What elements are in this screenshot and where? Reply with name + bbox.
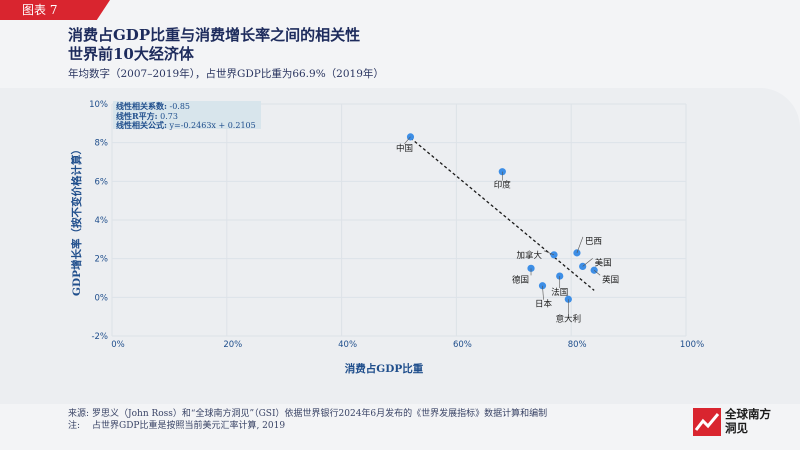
x-tick-label: 40% [338, 340, 357, 350]
formula-row: 线性相关公式: y=-0.2463x + 0.2105 [116, 120, 258, 131]
source-line: 来源: 罗思义（John Ross）和“全球南方洞见”（GSI）依据世界银行202… [68, 408, 547, 420]
title-line-1: 消费占GDP比重与消费增长率之间的相关性 [68, 26, 361, 44]
chart-panel [0, 88, 800, 404]
title-line-2: 世界前10大经济体 [68, 45, 194, 63]
y-tick-label: 10% [89, 100, 108, 110]
note-line: 注: 占世界GDP比重是按照当前美元汇率计算, 2019 [68, 420, 547, 432]
source-label: 来源: [68, 409, 90, 419]
point-label: 美国 [595, 257, 612, 268]
logo-mark-icon [693, 408, 721, 436]
x-tick-label: 0% [111, 340, 125, 350]
logo-text: 全球南方 洞见 [725, 407, 771, 435]
source-text: 罗思义（John Ross）和“全球南方洞见”（GSI）依据世界银行2024年6… [92, 409, 548, 419]
y-tick-label: 2% [95, 255, 109, 265]
chart-title: 消费占GDP比重与消费增长率之间的相关性 世界前10大经济体 [68, 26, 360, 64]
point-label: 日本 [535, 299, 553, 310]
x-tick-label: 80% [568, 340, 587, 350]
label-leader-line [576, 236, 584, 253]
point-label: 加拿大 [516, 250, 542, 261]
regression-stats-box: 线性相关系数: -0.85 线性R平方: 0.73 线性相关公式: y=-0.2… [113, 101, 261, 131]
label-leader-line [404, 136, 411, 145]
r2-row: 线性R平方: 0.73 [116, 110, 258, 122]
figure-tag: 图表 7 [0, 0, 110, 20]
y-tick-label: 0% [95, 293, 109, 303]
x-axis-label: 消费占GDP比重 [345, 362, 424, 375]
y-tick-labels: -2% 0% 2% 4% 6% 8% 10% [89, 100, 108, 342]
point-label: 德国 [512, 274, 529, 285]
trend-line [410, 137, 595, 291]
data-point [498, 168, 506, 176]
corr-row: 线性相关系数: -0.85 [116, 101, 258, 112]
formula-value: y=-0.2463x + 0.2105 [166, 121, 256, 130]
logo-line-2: 洞见 [725, 421, 748, 435]
r2-label: 线性R平方: [116, 110, 158, 121]
r2-value: 0.73 [157, 111, 178, 121]
y-axis-label: GDP增长率（按不变价格计算） [70, 144, 83, 296]
y-tick-label: 8% [95, 139, 109, 149]
footer-notes: 来源: 罗思义（John Ross）和“全球南方洞见”（GSI）依据世界银行202… [68, 408, 547, 432]
chart-subtitle: 年均数字（2007–2019年），占世界GDP比重为66.9%（2019年） [68, 68, 384, 80]
label-leader-line [593, 270, 601, 276]
point-label: 意大利 [556, 313, 582, 324]
brand-logo: 全球南方 洞见 [693, 405, 793, 439]
data-points [406, 133, 598, 303]
y-tick-label: -2% [91, 332, 108, 342]
y-tick-label: 4% [95, 216, 109, 226]
x-tick-labels: 0% 20% 40% 60% 80% 100% [111, 340, 704, 350]
x-tick-label: 100% [680, 340, 704, 350]
grid-lines [111, 103, 687, 337]
y-tick-label: 6% [95, 177, 109, 187]
x-tick-label: 20% [223, 340, 242, 350]
corr-label: 线性相关系数: [116, 101, 167, 111]
point-label: 英国 [602, 274, 619, 285]
logo-line-1: 全球南方 [725, 407, 771, 421]
label-leader-line [542, 285, 544, 300]
formula-label: 线性相关公式: [116, 120, 167, 130]
note-text: 占世界GDP比重是按照当前美元汇率计算, 2019 [92, 421, 286, 431]
label-leader-line [543, 250, 555, 256]
x-tick-label: 60% [453, 340, 472, 350]
point-label: 巴西 [585, 237, 602, 247]
point-label: 法国 [551, 287, 568, 298]
corr-value: -0.85 [166, 102, 191, 111]
point-label: 中国 [396, 143, 413, 154]
note-label: 注: [68, 421, 81, 431]
point-label: 印度 [494, 180, 512, 191]
label-leader-line [582, 258, 593, 267]
